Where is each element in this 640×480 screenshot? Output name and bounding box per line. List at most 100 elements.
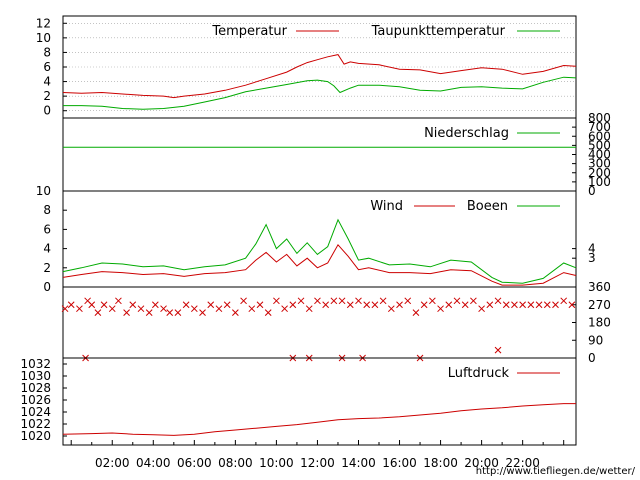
marker-stroke	[84, 297, 91, 305]
y-tick-label: 10	[36, 31, 51, 45]
marker-stroke	[379, 297, 387, 305]
wind-direction-point	[100, 301, 108, 309]
marker-stroke	[108, 305, 116, 313]
y-tick-label: 6	[43, 60, 51, 74]
marker-stroke	[429, 297, 436, 305]
wind-direction-point	[355, 297, 362, 305]
y-tick-label-right: 200	[588, 166, 611, 180]
marker-stroke	[264, 309, 272, 316]
marker-stroke	[240, 297, 247, 305]
wind-direction-point	[560, 297, 568, 305]
y-tick-label: 12	[36, 16, 51, 30]
wind-direction-point	[429, 297, 436, 305]
wind-direction-point	[470, 297, 477, 305]
x-tick-label: 02:00	[95, 456, 130, 470]
series-line-wind-1	[62, 218, 577, 284]
marker-stroke	[223, 301, 231, 309]
marker-stroke	[129, 301, 137, 309]
marker-stroke	[94, 309, 102, 316]
y-tick-label-right: 100	[588, 175, 611, 189]
marker-stroke	[338, 297, 346, 305]
marker-stroke	[88, 301, 96, 309]
marker-stroke	[61, 305, 69, 313]
legend-label-wind: Wind	[370, 199, 403, 214]
marker-stroke	[330, 297, 338, 305]
wind-direction-point	[129, 301, 137, 309]
wind-direction-point	[160, 305, 167, 313]
legend-label-temperatur: Temperatur	[211, 24, 287, 39]
marker-stroke	[494, 297, 502, 305]
wind-direction-point	[297, 297, 305, 305]
wind-direction-point	[338, 297, 346, 305]
x-tick-label: 16:00	[382, 456, 417, 470]
x-tick-label: 14:00	[341, 456, 376, 470]
y-tick-label-right: 360	[588, 280, 611, 294]
wind-direction-point	[207, 301, 215, 309]
y-tick-label: 0	[43, 104, 51, 118]
wind-direction-point	[145, 309, 153, 316]
y-tick-label: 2	[43, 89, 51, 103]
wind-direction-point	[322, 301, 330, 309]
wind-direction-point	[240, 297, 247, 305]
wind-direction-point	[137, 305, 145, 313]
x-tick-label: 22:00	[505, 456, 540, 470]
y-tick-label: 10	[36, 184, 51, 198]
wind-direction-point	[166, 309, 174, 316]
y-tick-label: 1020	[20, 429, 51, 443]
marker-stroke	[115, 297, 122, 305]
marker-stroke	[543, 301, 551, 309]
wind-direction-point	[281, 305, 288, 313]
wind-direction-point	[346, 301, 354, 309]
y-tick-label: 6	[43, 222, 51, 236]
wind-direction-point	[535, 301, 543, 309]
marker-stroke	[297, 297, 305, 305]
y-tick-label-right: 0	[588, 184, 596, 198]
wind-direction-point	[88, 301, 96, 309]
marker-stroke	[100, 301, 108, 309]
marker-stroke	[67, 301, 75, 309]
panel-frame-wind_direction	[62, 286, 577, 359]
wind-direction-point	[511, 301, 518, 309]
wind-direction-point	[182, 301, 190, 309]
legend-label-taupunkt: Taupunkttemperatur	[371, 24, 506, 39]
wind-direction-point	[330, 297, 338, 305]
y-tick-label: 8	[43, 45, 51, 59]
marker-stroke	[256, 301, 264, 309]
marker-stroke	[174, 309, 182, 316]
series-line-wind-0	[62, 243, 577, 286]
chart-panels: 024681012TaupunkttemperaturTemperatur010…	[20, 15, 611, 470]
marker-stroke	[552, 301, 559, 309]
marker-stroke	[160, 305, 167, 313]
wind-direction-point	[478, 305, 485, 313]
marker-stroke	[437, 305, 444, 313]
marker-stroke	[371, 301, 379, 309]
y-tick-label-right: 0	[588, 351, 596, 365]
marker-stroke	[123, 309, 130, 316]
legend-label-boeen: Boeen	[467, 199, 508, 214]
wind-direction-point	[151, 301, 159, 309]
y-tick-label: 1026	[20, 393, 51, 407]
y-tick-label: 1028	[20, 381, 51, 395]
wind-direction-point	[223, 301, 231, 309]
wind-direction-point	[453, 297, 461, 305]
marker-stroke	[207, 301, 215, 309]
wind-direction-point	[486, 301, 494, 309]
y-tick-label-right: 400	[588, 148, 611, 162]
y-tick-label: 4	[43, 242, 51, 256]
marker-stroke	[560, 297, 568, 305]
marker-stroke	[420, 301, 428, 309]
x-tick-label: 12:00	[300, 456, 335, 470]
marker-stroke	[289, 301, 297, 309]
marker-stroke	[502, 301, 510, 309]
x-tick-label: 06:00	[177, 456, 212, 470]
y-tick-label: 1030	[20, 369, 51, 383]
wind-direction-point	[494, 297, 502, 305]
wind-direction-point	[314, 297, 321, 305]
y-tick-label: 0	[43, 280, 51, 294]
marker-stroke	[346, 301, 354, 309]
wind-direction-point	[248, 305, 256, 313]
x-tick-label: 20:00	[464, 456, 499, 470]
x-tick-label: 18:00	[423, 456, 458, 470]
marker-stroke	[494, 346, 502, 354]
wind-direction-point	[76, 305, 83, 313]
